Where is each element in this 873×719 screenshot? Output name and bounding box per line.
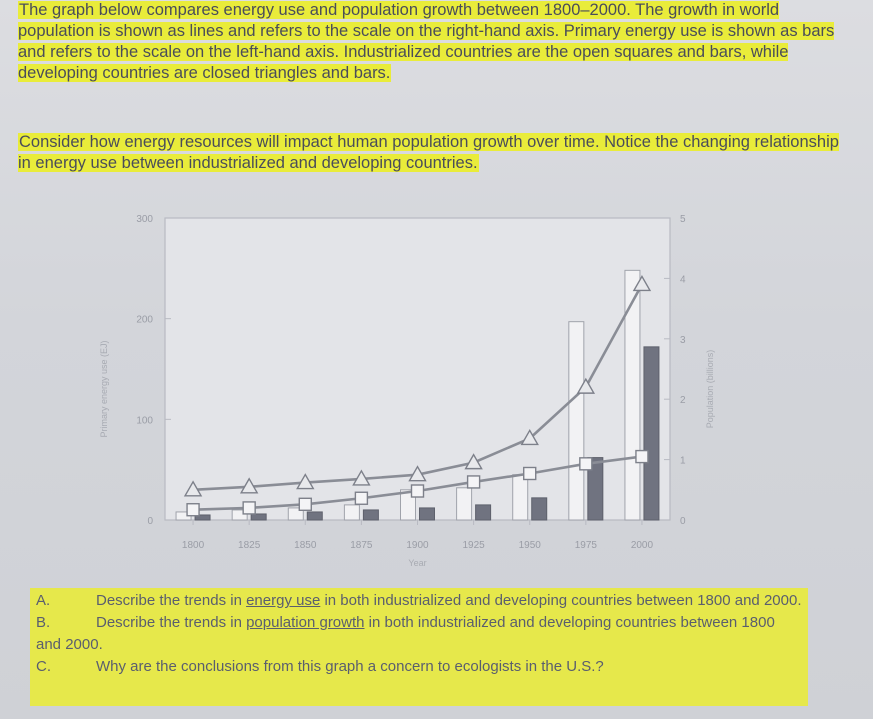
x-axis-label: Year: [408, 558, 426, 568]
question-a-post: in both industrialized and developing co…: [320, 592, 802, 609]
right-tick-label: 2: [680, 395, 686, 406]
question-a: A. Describe the trends in energy use in b…: [36, 590, 802, 612]
industrialized-population-point: [579, 457, 593, 471]
right-tick-label: 1: [680, 456, 686, 467]
industrialized-population-point: [298, 497, 312, 511]
developing-energy-bar: [362, 509, 379, 521]
left-tick-label: 200: [136, 315, 153, 326]
developing-energy-bar: [643, 346, 660, 521]
industrialized-energy-bar: [624, 269, 641, 521]
y2-axis-label: Population (billions): [705, 350, 715, 429]
x-tick-label: 1925: [462, 540, 485, 551]
industrialized-population-point: [242, 501, 256, 515]
industrialized-population-point: [466, 475, 481, 489]
intro-paragraph: The graph below compares energy use and …: [18, 0, 848, 84]
developing-population-point: [576, 377, 596, 394]
developing-population-point: [464, 453, 483, 470]
developing-energy-bar: [250, 513, 267, 521]
left-tick-label: 100: [136, 415, 153, 426]
industrialized-energy-bar: [456, 487, 473, 521]
developing-population-point: [296, 473, 315, 490]
developing-population-point: [352, 469, 371, 486]
developing-energy-bar: [475, 504, 492, 521]
developing-energy-bar: [531, 497, 548, 521]
x-tick-label: 1850: [294, 540, 317, 551]
developing-energy-bar: [306, 511, 323, 521]
x-tick-label: 1825: [238, 540, 261, 551]
developing-population-point: [632, 275, 652, 292]
question-a-pre: Describe the trends in: [96, 592, 247, 609]
question-c-letter: C.: [36, 658, 51, 675]
developing-energy-bar: [419, 507, 435, 521]
question-c-text: Why are the conclusions from this graph …: [96, 658, 604, 675]
developing-population-point: [408, 465, 427, 482]
right-tick-label: 3: [680, 335, 686, 346]
right-tick-label: 0: [680, 516, 686, 527]
industrialized-population-point: [410, 484, 425, 498]
x-tick-label: 1975: [575, 540, 598, 551]
question-b-underlined: population growth: [246, 614, 365, 631]
x-tick-label: 2000: [631, 540, 654, 551]
x-tick-label: 1950: [519, 540, 542, 551]
developing-population-point: [520, 429, 539, 446]
right-tick-label: 4: [680, 274, 686, 285]
left-tick-label: 0: [147, 516, 153, 527]
industrialized-energy-bar: [231, 509, 248, 521]
x-tick-label: 1900: [406, 540, 429, 551]
industrialized-population-point: [523, 466, 537, 481]
industrialized-energy-bar: [343, 504, 360, 521]
intro-text: The graph below compares energy use and …: [18, 1, 835, 82]
consider-paragraph: Consider how energy resources will impac…: [18, 132, 848, 174]
energy-population-chart: 0 100 200 300 0 1 2 3 4 5 1800 1825 1850 1875 1900 1925…: [85, 200, 725, 585]
question-b-letter: B.: [36, 614, 51, 631]
consider-text: Consider how energy resources will impac…: [18, 133, 839, 172]
question-b-pre: Describe the trends in: [96, 614, 247, 631]
industrialized-population-point: [186, 503, 200, 517]
industrialized-population-point: [635, 449, 649, 464]
industrialized-energy-bar: [568, 321, 585, 521]
x-tick-label: 1875: [350, 540, 373, 551]
chart-svg: 0 100 200 300 0 1 2 3 4 5 1800 1825 1850 1875 1900 1925…: [99, 214, 715, 568]
developing-energy-bar: [587, 457, 604, 521]
question-b: B. Describe the trends in population grow…: [36, 612, 802, 656]
industrialized-population-point: [354, 491, 369, 505]
developing-energy-bar: [194, 514, 211, 521]
industrialized-energy-bar: [512, 474, 529, 521]
right-tick-label: 5: [680, 214, 686, 225]
developing-population-point: [239, 477, 259, 494]
developing-population-point: [183, 480, 203, 497]
question-a-letter: A.: [36, 592, 51, 609]
x-tick-label: 1800: [182, 540, 205, 551]
questions-box: A. Describe the trends in energy use in b…: [30, 588, 808, 706]
question-a-underlined: energy use: [246, 592, 321, 609]
question-b-post: in both industrialized and developing co…: [36, 614, 775, 653]
left-tick-label: 300: [136, 214, 153, 225]
question-c: C. Why are the conclusions from this grap…: [36, 656, 802, 678]
y-axis-label: Primary energy use (EJ): [99, 340, 109, 437]
